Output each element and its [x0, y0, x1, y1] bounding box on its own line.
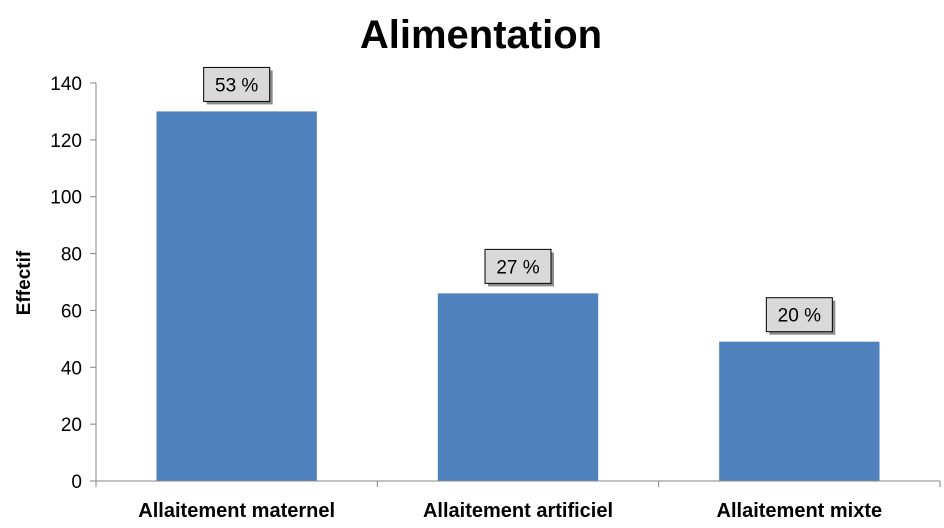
y-tick-label: 0 [71, 472, 82, 493]
data-label-box [484, 248, 552, 284]
y-tick-label: 100 [50, 188, 82, 209]
data-label-box [203, 66, 271, 102]
category-label: Allaitement mixte [717, 500, 883, 522]
bar-1 [156, 111, 317, 481]
data-label-1: 53 % [203, 66, 273, 105]
data-label-text: 53 % [215, 75, 258, 96]
y-tick-label: 60 [61, 301, 82, 322]
y-tick-label: 20 [61, 415, 82, 436]
data-label-3: 20 % [765, 297, 836, 335]
y-tick-label: 120 [50, 131, 82, 152]
y-tick-label: 80 [61, 245, 82, 266]
category-label: Allaitement artificiel [423, 500, 613, 522]
bars-group [156, 111, 880, 481]
data-label-box [765, 297, 833, 333]
category-label: Allaitement maternel [138, 500, 335, 522]
y-tick-label: 140 [50, 74, 82, 95]
chart-title: Alimentation [360, 13, 602, 57]
data-label-2: 27 % [484, 248, 554, 287]
x-axis: Allaitement maternel Allaitement artifici… [95, 480, 941, 522]
data-label-text: 20 % [778, 306, 821, 327]
y-axis: 0 20 40 60 80 100 120 140 [50, 74, 97, 493]
data-label-text: 27 % [496, 257, 539, 278]
data-labels-group: 53 % 27 % 20 % [203, 66, 836, 335]
bar-3 [719, 341, 880, 481]
bar-2 [437, 293, 599, 481]
y-tick-label: 40 [61, 358, 82, 379]
y-axis-label: Effectif [14, 250, 35, 315]
